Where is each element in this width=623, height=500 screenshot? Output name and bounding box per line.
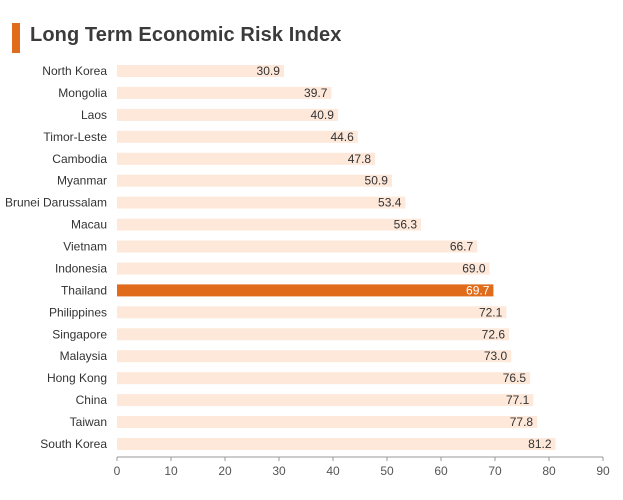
x-tick-label: 90	[596, 464, 610, 478]
category-label: Myanmar	[57, 174, 107, 188]
category-label: Mongolia	[58, 86, 107, 100]
chart-title: Long Term Economic Risk Index	[30, 24, 342, 46]
bar	[117, 196, 406, 209]
value-label: 73.0	[484, 349, 508, 363]
bar	[117, 65, 284, 77]
value-label: 69.7	[466, 283, 490, 297]
bar	[117, 174, 392, 187]
value-label: 40.9	[311, 108, 335, 122]
value-label: 72.1	[479, 305, 503, 319]
category-label: Timor-Leste	[43, 130, 107, 144]
category-label: Brunei Darussalam	[5, 196, 107, 210]
value-label: 77.1	[506, 393, 530, 407]
category-label: Thailand	[61, 283, 107, 297]
bar	[117, 108, 338, 121]
value-label: 69.0	[462, 262, 486, 276]
category-label: North Korea	[42, 64, 107, 78]
category-label: Macau	[71, 218, 107, 232]
x-tick-label: 70	[488, 464, 502, 478]
bar	[117, 416, 538, 428]
bar	[117, 262, 490, 275]
bar	[117, 218, 421, 231]
category-label: Singapore	[52, 327, 107, 341]
category-label: Vietnam	[63, 240, 107, 254]
x-tick-label: 60	[434, 464, 448, 478]
bar	[117, 350, 512, 363]
x-tick-label: 20	[218, 464, 232, 478]
value-label: 72.6	[482, 327, 506, 341]
category-label: South Korea	[40, 437, 107, 451]
x-tick-label: 40	[326, 464, 340, 478]
category-label: Cambodia	[52, 152, 107, 166]
value-label: 56.3	[394, 218, 418, 232]
value-label: 39.7	[304, 86, 328, 100]
x-tick-label: 80	[542, 464, 556, 478]
category-label: China	[76, 393, 108, 407]
x-tick-label: 0	[114, 464, 121, 478]
bar	[117, 394, 534, 407]
value-label: 44.6	[330, 130, 354, 144]
value-label: 81.2	[528, 437, 552, 451]
category-label: Taiwan	[70, 415, 107, 429]
value-label: 66.7	[450, 240, 474, 254]
x-tick-label: 30	[272, 464, 286, 478]
value-label: 53.4	[378, 196, 402, 210]
category-label: Philippines	[49, 305, 107, 319]
value-label: 50.9	[365, 174, 389, 188]
bar	[117, 438, 556, 450]
bar	[117, 240, 478, 253]
value-label: 76.5	[503, 371, 527, 385]
category-label: Indonesia	[55, 262, 107, 276]
value-label: 30.9	[257, 64, 281, 78]
category-label: Malaysia	[60, 349, 108, 363]
category-label: Laos	[81, 108, 107, 122]
bar	[117, 284, 494, 297]
bar	[117, 306, 507, 319]
value-label: 77.8	[510, 415, 534, 429]
bar	[117, 372, 531, 385]
bar	[117, 130, 358, 143]
bar	[117, 86, 332, 99]
category-label: Hong Kong	[47, 371, 107, 385]
bar	[117, 152, 376, 165]
x-tick-label: 50	[380, 464, 394, 478]
bar	[117, 328, 509, 341]
x-tick-label: 10	[164, 464, 178, 478]
value-label: 47.8	[348, 152, 372, 166]
title-accent-bar	[12, 23, 20, 53]
